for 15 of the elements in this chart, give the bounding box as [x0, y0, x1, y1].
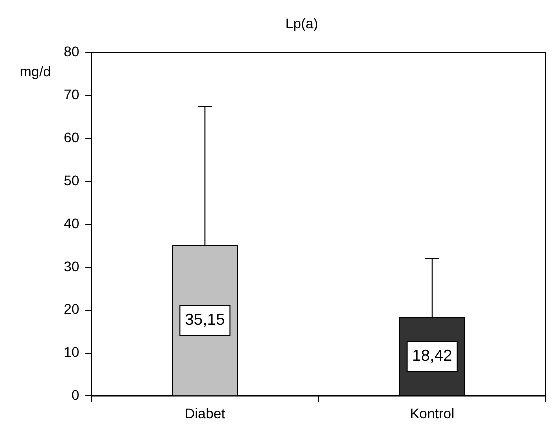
chart-title: Lp(a)	[286, 15, 318, 32]
y-axis-title: mg/d	[20, 64, 52, 80]
y-tick-label: 0	[72, 387, 80, 404]
y-tick-label: 50	[64, 172, 80, 188]
x-tick-label: Diabet	[184, 405, 226, 422]
data-label: 18,42	[412, 348, 453, 366]
y-tick-label: 10	[64, 344, 80, 360]
y-tick-label: 20	[64, 301, 80, 318]
y-tick-label: 30	[64, 258, 80, 274]
y-tick-label: 60	[64, 130, 80, 146]
y-tick-label: 40	[64, 215, 80, 232]
data-label: 35,15	[185, 312, 226, 330]
y-tick-label: 70	[64, 86, 80, 103]
y-tick-label: 80	[64, 44, 80, 60]
x-tick-label: Kontrol	[410, 405, 455, 422]
